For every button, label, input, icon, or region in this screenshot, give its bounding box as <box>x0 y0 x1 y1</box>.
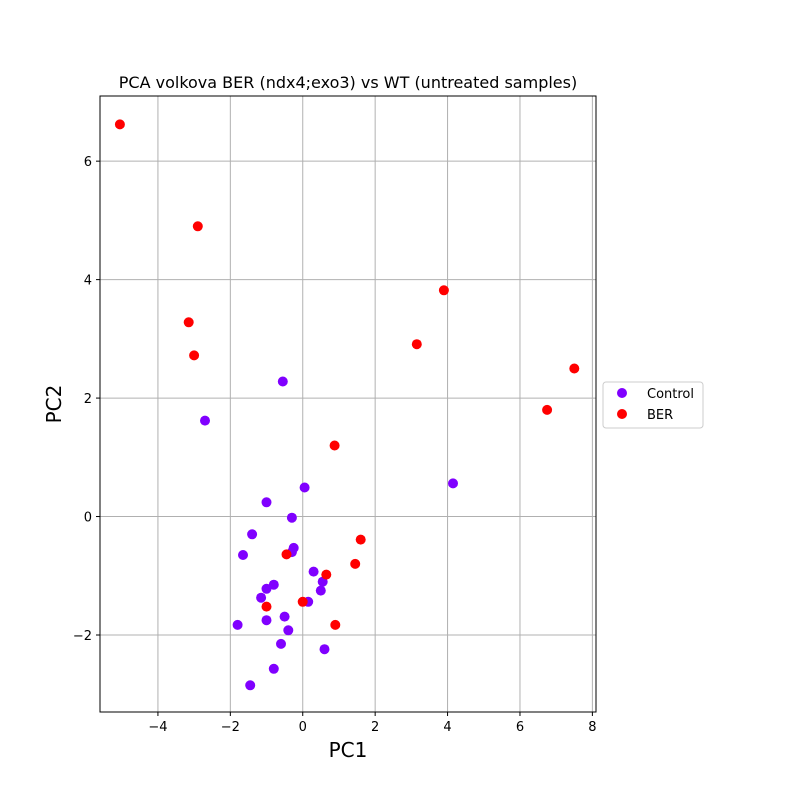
data-point-control <box>279 611 290 622</box>
data-point-ber <box>411 339 422 350</box>
data-point-control <box>268 579 279 590</box>
data-point-control <box>261 583 272 594</box>
data-point-control <box>308 566 319 577</box>
data-point-control <box>232 619 243 630</box>
data-point-control <box>276 638 286 649</box>
data-point-ber <box>438 285 449 296</box>
data-point-control <box>247 529 258 540</box>
data-point-ber <box>114 119 125 130</box>
data-point-control <box>268 663 279 674</box>
x-tick-label: 4 <box>443 720 451 735</box>
data-point-ber <box>542 404 553 415</box>
legend-marker-control <box>617 388 627 398</box>
data-point-control <box>299 482 310 493</box>
x-tick-label: 6 <box>516 720 524 735</box>
x-tick-label: 0 <box>299 720 307 735</box>
data-point-control <box>261 615 272 626</box>
data-point-ber <box>329 440 340 451</box>
axis-ticks: −4 −2 0 2 4 6 8 −2 0 2 4 6 <box>73 155 597 735</box>
data-point-control <box>286 512 297 523</box>
legend-label-ber: BER <box>647 408 673 423</box>
legend-marker-ber <box>617 409 627 419</box>
data-point-control <box>261 497 272 508</box>
data-point-ber <box>350 558 361 569</box>
data-point-control <box>448 478 458 489</box>
data-point-ber <box>330 619 341 630</box>
x-tick-label: 8 <box>588 720 596 735</box>
data-point-control <box>200 415 210 426</box>
data-point-ber <box>569 363 580 374</box>
data-point-ber <box>192 221 203 232</box>
y-tick-label: 2 <box>84 392 92 407</box>
x-tick-label: −4 <box>148 720 167 735</box>
data-point-ber <box>355 534 366 545</box>
data-point-ber <box>261 601 272 612</box>
data-point-ber <box>321 569 332 580</box>
legend: Control BER <box>602 381 704 429</box>
x-tick-label: −2 <box>221 720 240 735</box>
data-point-control <box>238 550 248 560</box>
y-tick-label: −2 <box>73 629 92 644</box>
data-point-control <box>245 680 256 691</box>
y-tick-label: 6 <box>84 155 92 170</box>
y-axis-label: PC2 <box>42 385 66 424</box>
data-point-ber <box>183 317 194 328</box>
plot-frame <box>99 95 597 713</box>
x-axis-label: PC1 <box>329 738 368 762</box>
data-points <box>114 119 580 691</box>
data-point-control <box>283 625 294 636</box>
legend-label-control: Control <box>647 387 694 402</box>
chart-title: PCA volkova BER (ndx4;exo3) vs WT (untre… <box>119 73 577 92</box>
legend-box <box>602 381 704 429</box>
data-point-ber <box>297 596 308 607</box>
grid-lines <box>100 96 596 712</box>
data-point-control <box>256 592 267 603</box>
data-point-control <box>315 585 326 596</box>
x-tick-label: 2 <box>371 720 379 735</box>
y-tick-label: 4 <box>84 274 92 289</box>
data-point-control <box>277 376 288 387</box>
y-tick-label: 0 <box>84 511 92 526</box>
data-point-control <box>319 644 330 655</box>
data-point-ber <box>281 549 292 560</box>
data-point-ber <box>189 350 200 361</box>
